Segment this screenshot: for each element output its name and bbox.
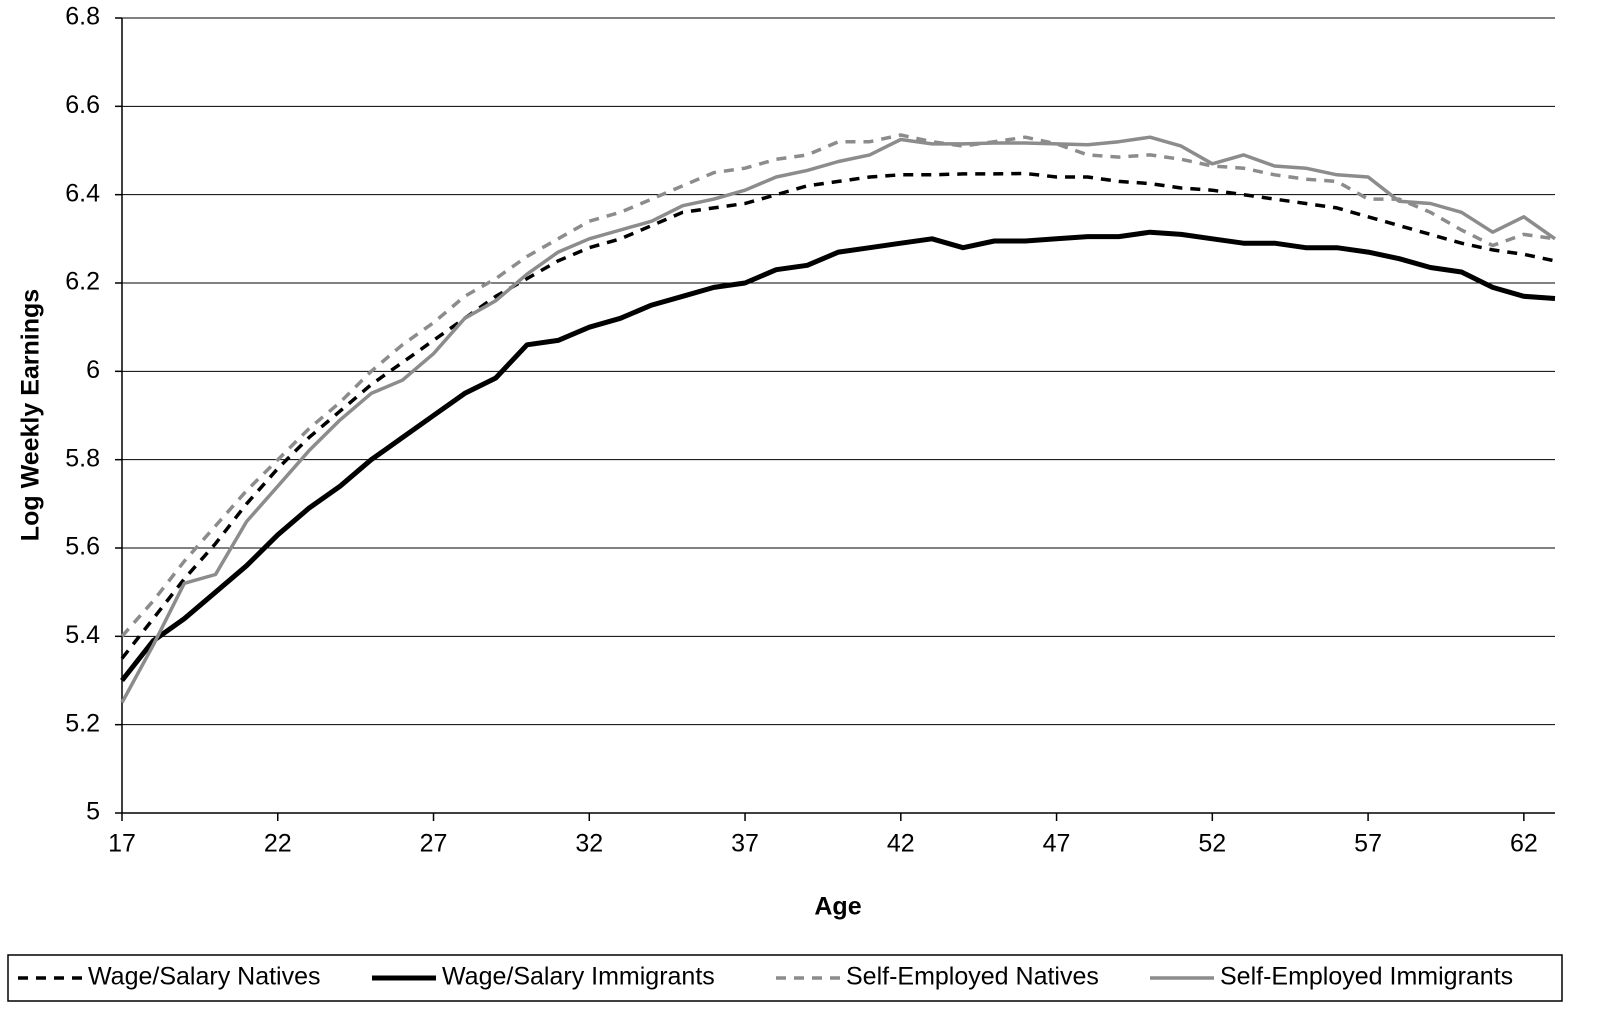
legend-label: Self-Employed Immigrants [1220,963,1513,991]
x-tick-label: 47 [1043,830,1071,858]
series-line [120,171,1556,660]
x-tick-label: 22 [264,830,292,858]
y-tick-label: 5.8 [65,444,100,472]
y-tick-label: 6.8 [65,3,100,31]
y-tick-label: 6.4 [65,179,100,207]
y-tick-label: 5 [86,798,100,826]
y-tick-label: 6.6 [65,91,100,119]
series-line [120,229,1556,683]
legend-label: Self-Employed Natives [846,963,1099,991]
x-tick-label: 17 [108,830,136,858]
series-line [120,135,1557,704]
y-tick-label: 6 [86,356,100,384]
y-tick-label: 5.2 [65,709,100,737]
y-tick-label: 6.2 [65,268,100,296]
x-tick-label: 57 [1354,830,1382,858]
x-tick-label: 27 [420,830,448,858]
y-axis-label: Log Weekly Earnings [17,289,45,541]
legend-label: Wage/Salary Immigrants [442,963,715,991]
legend-label: Wage/Salary Natives [88,963,321,991]
series-line [120,133,1556,638]
x-tick-label: 62 [1510,830,1538,858]
y-tick-label: 5.4 [65,621,100,649]
x-tick-label: 52 [1198,830,1226,858]
x-tick-label: 42 [887,830,915,858]
x-tick-label: 37 [731,830,759,858]
x-tick-label: 32 [575,830,603,858]
x-axis-label: Age [814,893,861,921]
y-tick-label: 5.6 [65,533,100,561]
legend-box [7,954,1563,1002]
